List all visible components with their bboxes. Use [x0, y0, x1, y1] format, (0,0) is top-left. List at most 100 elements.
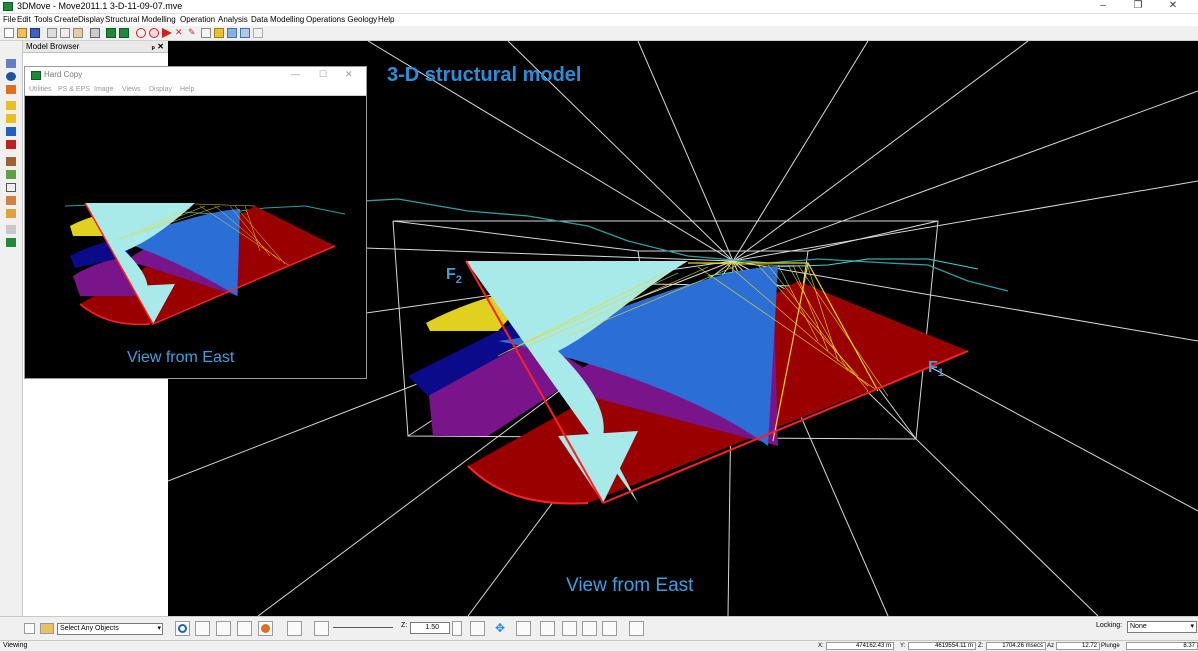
locking-select[interactable]: None ▾ [1127, 621, 1197, 633]
fit-view-icon[interactable] [562, 621, 577, 636]
tool-icon-10[interactable] [6, 183, 16, 192]
menu-display[interactable]: Display [78, 15, 105, 24]
tool-icon-8[interactable] [6, 157, 16, 166]
tool-icon-3[interactable] [6, 85, 16, 94]
copy-icon[interactable] [60, 28, 70, 38]
fault-label-f1-sub: 1 [937, 367, 944, 380]
menu-edit[interactable]: Edit [17, 15, 31, 24]
save-icon[interactable] [30, 28, 40, 38]
hardcopy-icon[interactable] [119, 28, 129, 38]
tool-icon-7[interactable] [6, 140, 16, 149]
tool-icon-6[interactable] [6, 127, 16, 136]
flag-icon[interactable] [162, 28, 172, 38]
model-browser-title: Model Browser [26, 42, 80, 51]
hc-red-edges [84, 202, 336, 325]
extra-view-icon[interactable] [629, 621, 644, 636]
menu-analysis[interactable]: Analysis [218, 15, 248, 24]
rotate-icon[interactable] [175, 621, 190, 636]
grid-icon[interactable] [227, 28, 237, 38]
zoom-in-icon[interactable] [470, 621, 485, 636]
cut-icon[interactable] [47, 28, 57, 38]
render-icon[interactable] [258, 621, 273, 636]
zoom-input[interactable]: 1.50 [410, 622, 450, 634]
status-bar: Viewing X: 474162.43 m Y: 4619554.11 m Z… [0, 640, 1198, 651]
pen-icon[interactable]: ✎ [188, 27, 196, 37]
pan-arrows-icon[interactable]: ✥ [494, 621, 506, 635]
open-folder-icon[interactable] [17, 28, 27, 38]
hard-copy-titlebar[interactable]: Hard Copy — ☐ ✕ [25, 67, 366, 84]
object-selector[interactable]: Select Any Objects ▾ [57, 623, 163, 635]
fault-mesh-f1 [497, 262, 889, 397]
print-icon[interactable] [90, 28, 100, 38]
hc-menu-utilities[interactable]: Utilities [29, 86, 52, 93]
menu-data[interactable]: Data [251, 15, 268, 24]
menu-operations-geology[interactable]: Operations Geology [306, 15, 378, 24]
tool-icon-9[interactable] [6, 170, 16, 179]
hc-menu-display[interactable]: Display [149, 86, 172, 93]
circle-icon[interactable] [237, 621, 252, 636]
tool-icon-11[interactable] [6, 196, 16, 205]
hc-menu-ps-eps[interactable]: PS & EPS [58, 86, 90, 93]
hc-fault-f2 [85, 203, 195, 324]
hc-menu-views[interactable]: Views [122, 86, 141, 93]
zoom-slider[interactable] [333, 627, 393, 628]
tool-icon-5[interactable] [6, 114, 16, 123]
window-icon[interactable] [106, 28, 116, 38]
menu-bar: File Edit Tools Create Display Structura… [0, 14, 1198, 26]
close-button[interactable]: ✕ [1168, 0, 1178, 11]
new-file-icon[interactable] [4, 28, 14, 38]
hc-fault-mesh [114, 203, 291, 267]
target-icon[interactable] [149, 28, 159, 38]
menu-help[interactable]: Help [378, 15, 395, 24]
hardcopy-close-button[interactable]: ✕ [345, 69, 353, 79]
hc-menu-image[interactable]: Image [94, 86, 114, 93]
zoom-out-icon[interactable] [516, 621, 531, 636]
reset-view-icon[interactable] [540, 621, 555, 636]
crosshair-icon[interactable] [602, 621, 617, 636]
cross-icon[interactable]: ✕ [175, 27, 183, 37]
cross-section-icon[interactable] [287, 621, 302, 636]
menu-structural-modelling[interactable]: Structural Modelling [105, 15, 176, 24]
tool-icon-1[interactable] [6, 59, 16, 68]
fault-label-f1-letter: F [928, 359, 938, 376]
tool-icon-13[interactable] [6, 225, 16, 234]
minimize-button[interactable]: – [1100, 0, 1106, 11]
hardcopy-minimize-button[interactable]: — [291, 69, 300, 79]
menu-operation[interactable]: Operation [180, 15, 216, 24]
3d-icon[interactable] [201, 28, 211, 38]
probe-icon[interactable] [314, 621, 329, 636]
hardcopy-maximize-button[interactable]: ☐ [319, 69, 328, 79]
locking-label: Locking: [1096, 622, 1123, 629]
app-icon [3, 2, 13, 11]
hc-menu-help[interactable]: Help [180, 86, 195, 93]
y-label: Y: [900, 643, 906, 649]
tool-icon-14[interactable] [6, 238, 16, 247]
menu-modelling[interactable]: Modelling [270, 15, 305, 24]
misc-icon[interactable] [253, 28, 263, 38]
menu-tools[interactable]: Tools [34, 15, 53, 24]
tool-icon-12[interactable] [6, 209, 16, 218]
hc-red-front-edge [79, 303, 151, 326]
tool-icon-2[interactable] [6, 72, 16, 81]
menu-file[interactable]: File [3, 15, 16, 24]
viewport-caption: View from East [566, 575, 694, 596]
notes-icon[interactable] [214, 28, 224, 38]
hard-copy-render [64, 202, 346, 326]
well-trace [327, 198, 1009, 292]
folder-icon[interactable] [40, 623, 54, 634]
hard-copy-window[interactable]: Hard Copy — ☐ ✕ Utilities PS & EPS Image… [24, 66, 367, 379]
settings-icon[interactable] [216, 621, 231, 636]
panel-pin-close[interactable]: ₚ ✕ [151, 42, 164, 51]
paste-icon[interactable] [73, 28, 83, 38]
light-icon[interactable] [582, 621, 597, 636]
menu-create[interactable]: Create [54, 15, 79, 24]
x-label: X: [818, 643, 824, 649]
maximize-button[interactable]: ❐ [1133, 0, 1143, 11]
chevron-down-icon: ▾ [157, 625, 161, 632]
panel-icon[interactable] [24, 623, 35, 634]
tool-icon-4[interactable] [6, 101, 16, 110]
zoom-step-icon[interactable] [452, 621, 462, 636]
circle-tool-icon[interactable] [136, 28, 146, 38]
grid-view-icon[interactable] [195, 621, 210, 636]
layout-icon[interactable] [240, 28, 250, 38]
